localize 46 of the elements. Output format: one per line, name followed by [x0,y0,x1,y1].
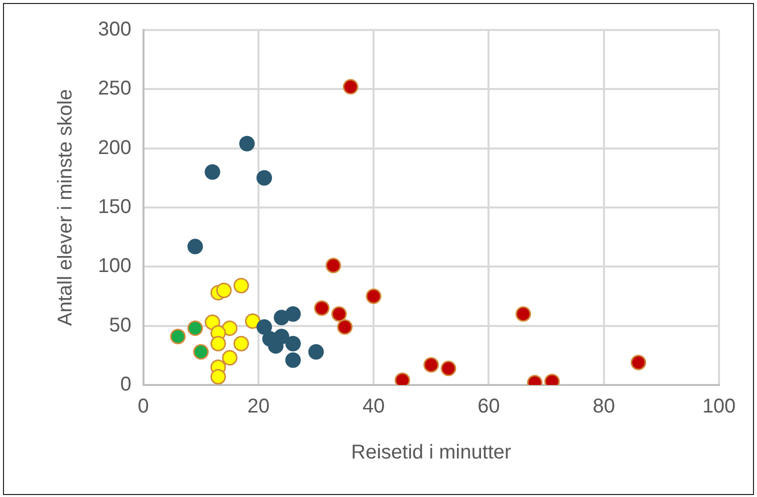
point [193,344,209,360]
point [285,306,301,322]
x-axis-title: Reisetid i minutter [351,442,512,464]
point [244,313,260,329]
point [256,170,272,186]
point [285,336,301,352]
point [210,368,226,384]
x-tick-label: 20 [247,396,270,418]
point [423,357,439,373]
y-tick-label: 200 [98,136,132,159]
point [314,300,330,316]
point [440,360,456,376]
point [216,282,232,298]
y-tick-label: 250 [98,78,132,100]
point [187,320,203,336]
y-axis-title: Antall elever i minste skole [54,89,77,326]
point [630,354,646,370]
point [308,344,324,360]
y-tick-label: 150 [98,196,132,218]
point [222,320,238,336]
x-tick-label: 100 [702,396,736,418]
point [239,136,255,152]
y-tick-label: 0 [120,374,132,396]
point [222,350,238,366]
point [516,306,532,322]
x-tick-label: 40 [362,396,385,418]
point [170,328,186,344]
point [210,336,226,352]
point [366,288,382,304]
x-tick-label: 0 [138,396,149,418]
point [233,336,249,352]
y-tick-label: 300 [98,18,132,41]
point [337,319,353,335]
point [256,319,272,335]
y-tick-label: 50 [109,314,132,336]
point [274,328,290,344]
point [233,278,249,294]
x-tick-label: 60 [478,396,500,418]
y-tick-label: 100 [98,255,132,278]
point [204,164,220,180]
point [342,79,358,95]
point [331,306,347,322]
point [187,238,203,254]
point [326,258,342,274]
x-tick-label: 80 [592,396,615,418]
point [285,352,301,368]
